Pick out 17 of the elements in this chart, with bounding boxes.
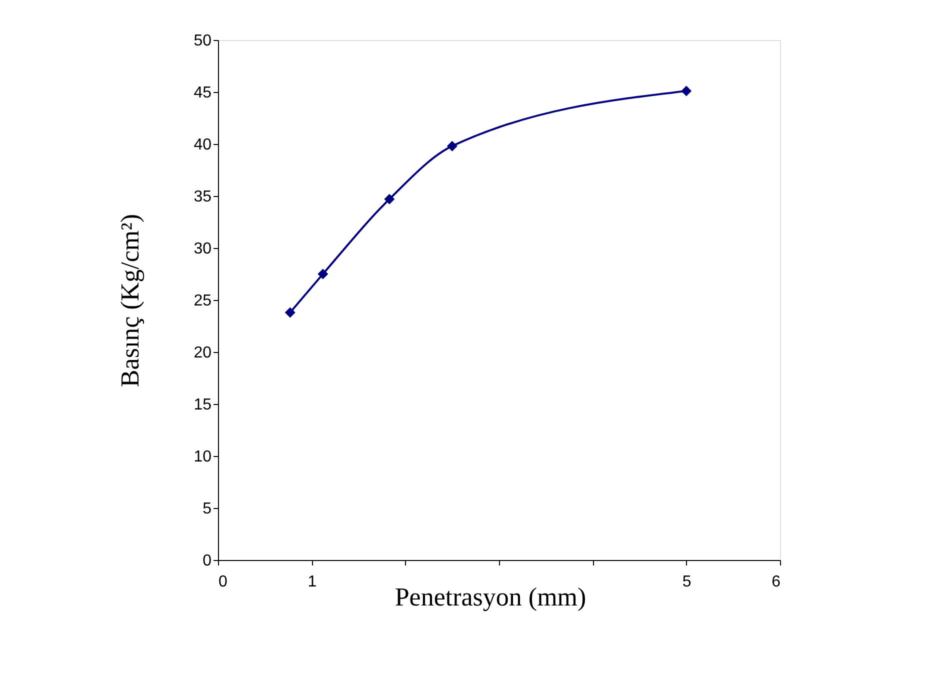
y-tick-label: 40 (194, 136, 212, 154)
y-tick-label: 15 (194, 396, 212, 414)
y-tick-label: 25 (194, 292, 212, 310)
x-axis-title: Penetrasyon (mm) (394, 582, 586, 612)
y-axis-title: Basınç (Kg/cm²) (116, 214, 145, 388)
x-tick-label: 0 (218, 574, 228, 590)
x-tick-label: 6 (772, 574, 781, 590)
y-tick-label: 5 (202, 500, 212, 518)
x-tick-label: 1 (308, 574, 317, 590)
y-tick-label: 50 (194, 32, 212, 50)
y-tick-label: 45 (194, 84, 212, 102)
y-tick-label: 10 (194, 448, 212, 466)
y-tick-label: 35 (194, 188, 212, 206)
x-tick-label: 5 (682, 574, 692, 590)
y-tick-label: 0 (202, 552, 212, 570)
y-tick-label: 30 (194, 240, 212, 258)
y-tick-label: 20 (194, 344, 212, 362)
